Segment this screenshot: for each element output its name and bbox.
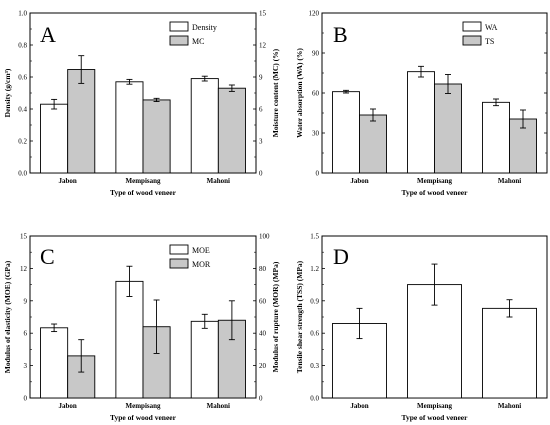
legend: WA TS [462, 21, 498, 46]
legend: Density MC [169, 21, 217, 46]
y-axis-title: Modulus of elasticity (MOE) (GPa) [3, 260, 12, 373]
y-tick-label: 1.0 [18, 10, 27, 18]
bar [115, 280, 144, 399]
x-tick-label: Mahoni [498, 177, 521, 185]
y-tick-label: 0 [316, 170, 320, 178]
legend-label: WA [485, 23, 498, 32]
x-tick-label: Mempisang [126, 177, 162, 185]
x-tick-label: Jabon [59, 402, 77, 410]
y-right-tick-label: 15 [259, 10, 267, 18]
bar [217, 87, 246, 174]
y-tick-label: 0 [24, 395, 28, 403]
panel-letter: A [40, 22, 56, 47]
y-tick-label: 0.0 [18, 170, 27, 178]
x-axis-title: Type of wood veneer [402, 188, 469, 197]
y-tick-label: 0.3 [310, 362, 319, 370]
bar [190, 320, 219, 399]
y-tick-label: 9 [24, 297, 28, 305]
bar [434, 83, 462, 174]
y-right-tick-label: 80 [259, 265, 267, 273]
legend-swatch [169, 35, 189, 46]
y-right-axis-title: Moisture content (MC) (%) [271, 48, 280, 137]
legend-label: MOE [192, 246, 210, 255]
bar [190, 78, 219, 174]
panel-letter: D [333, 244, 349, 269]
bar [115, 81, 144, 174]
bar [67, 69, 96, 174]
y-tick-label: 120 [309, 10, 320, 18]
bar [40, 327, 69, 399]
legend-swatch [169, 258, 189, 269]
y-right-tick-label: 20 [259, 362, 267, 370]
x-tick-label: Mempisang [417, 177, 453, 185]
legend-swatch [462, 35, 482, 46]
bar [142, 99, 171, 174]
legend-label: MOR [192, 260, 211, 269]
legend-swatch [169, 244, 189, 255]
y-tick-label: 60 [312, 90, 320, 98]
legend: MOE MOR [169, 244, 211, 269]
y-right-tick-label: 0 [259, 170, 263, 178]
y-tick-label: 6 [24, 330, 28, 338]
x-tick-label: Jabon [350, 177, 368, 185]
legend-swatch [462, 21, 482, 32]
legend-label: TS [485, 37, 494, 46]
panel-letter: B [333, 22, 348, 47]
y-tick-label: 30 [312, 130, 320, 138]
x-axis-title: Type of wood veneer [110, 413, 177, 422]
legend-label: MC [192, 37, 204, 46]
y-tick-label: 1.5 [310, 233, 319, 241]
y-tick-label: 0.2 [18, 138, 27, 146]
bar [332, 91, 360, 174]
bar [482, 101, 510, 174]
y-tick-label: 90 [312, 50, 320, 58]
y-tick-label: 1.2 [310, 265, 319, 273]
y-right-tick-label: 40 [259, 330, 267, 338]
y-axis-title: Tensile shear strength (TSS) (MPa) [295, 260, 304, 373]
x-tick-label: Jabon [350, 402, 368, 410]
bar [40, 103, 69, 174]
y-right-tick-label: 0 [259, 395, 263, 403]
x-tick-label: Mempisang [126, 402, 162, 410]
y-right-tick-label: 100 [259, 233, 270, 241]
y-tick-label: 0.6 [310, 330, 319, 338]
y-right-tick-label: 12 [259, 42, 267, 50]
x-tick-label: Jabon [59, 177, 77, 185]
bar [359, 114, 387, 174]
bar [407, 71, 435, 174]
x-tick-label: Mahoni [207, 402, 230, 410]
y-right-tick-label: 9 [259, 74, 263, 82]
x-tick-label: Mahoni [207, 177, 230, 185]
y-axis-title: Water absorption (WA) (%) [295, 48, 304, 138]
y-tick-label: 0.4 [18, 106, 27, 114]
chart-panel-d: 0.0 0.3 0.6 0.9 1.2 1.5 Jabon Mempisang Mahoni Ty… [295, 233, 548, 422]
legend-label: Density [192, 23, 217, 32]
chart-panel-c: 0 3 6 9 12 15 0 20 40 60 80 100 Jabon Mempisang Mahoni… [3, 233, 280, 423]
y-axis-title: Density (g/cm³) [3, 68, 12, 117]
y-right-tick-label: 6 [259, 106, 263, 114]
legend-swatch [169, 21, 189, 32]
y-right-tick-label: 60 [259, 297, 267, 305]
bar [482, 307, 537, 399]
y-tick-label: 12 [20, 265, 28, 273]
x-tick-label: Mahoni [498, 402, 521, 410]
y-tick-label: 15 [20, 233, 28, 241]
x-axis-title: Type of wood veneer [402, 413, 469, 422]
y-tick-label: 0.0 [310, 395, 319, 403]
chart-panel-a: 0.0 0.2 0.4 0.6 0.8 1.0 0 3 6 9 12 15 Jabon Mempisang… [3, 10, 280, 198]
y-tick-label: 0.6 [18, 74, 27, 82]
y-right-axis-title: Modulus of rupture (MOR) (MPa) [271, 261, 280, 372]
x-axis-title: Type of wood veneer [110, 188, 177, 197]
y-tick-label: 0.9 [310, 297, 319, 305]
y-tick-label: 3 [24, 362, 28, 370]
chart-panel-b: 03060901200481216JabonMempisangMahoniTyp… [295, 10, 548, 197]
y-tick-label: 0.8 [18, 42, 27, 50]
panel-letter: C [40, 244, 55, 269]
y-right-tick-label: 3 [259, 138, 263, 146]
x-tick-label: Mempisang [417, 402, 453, 410]
